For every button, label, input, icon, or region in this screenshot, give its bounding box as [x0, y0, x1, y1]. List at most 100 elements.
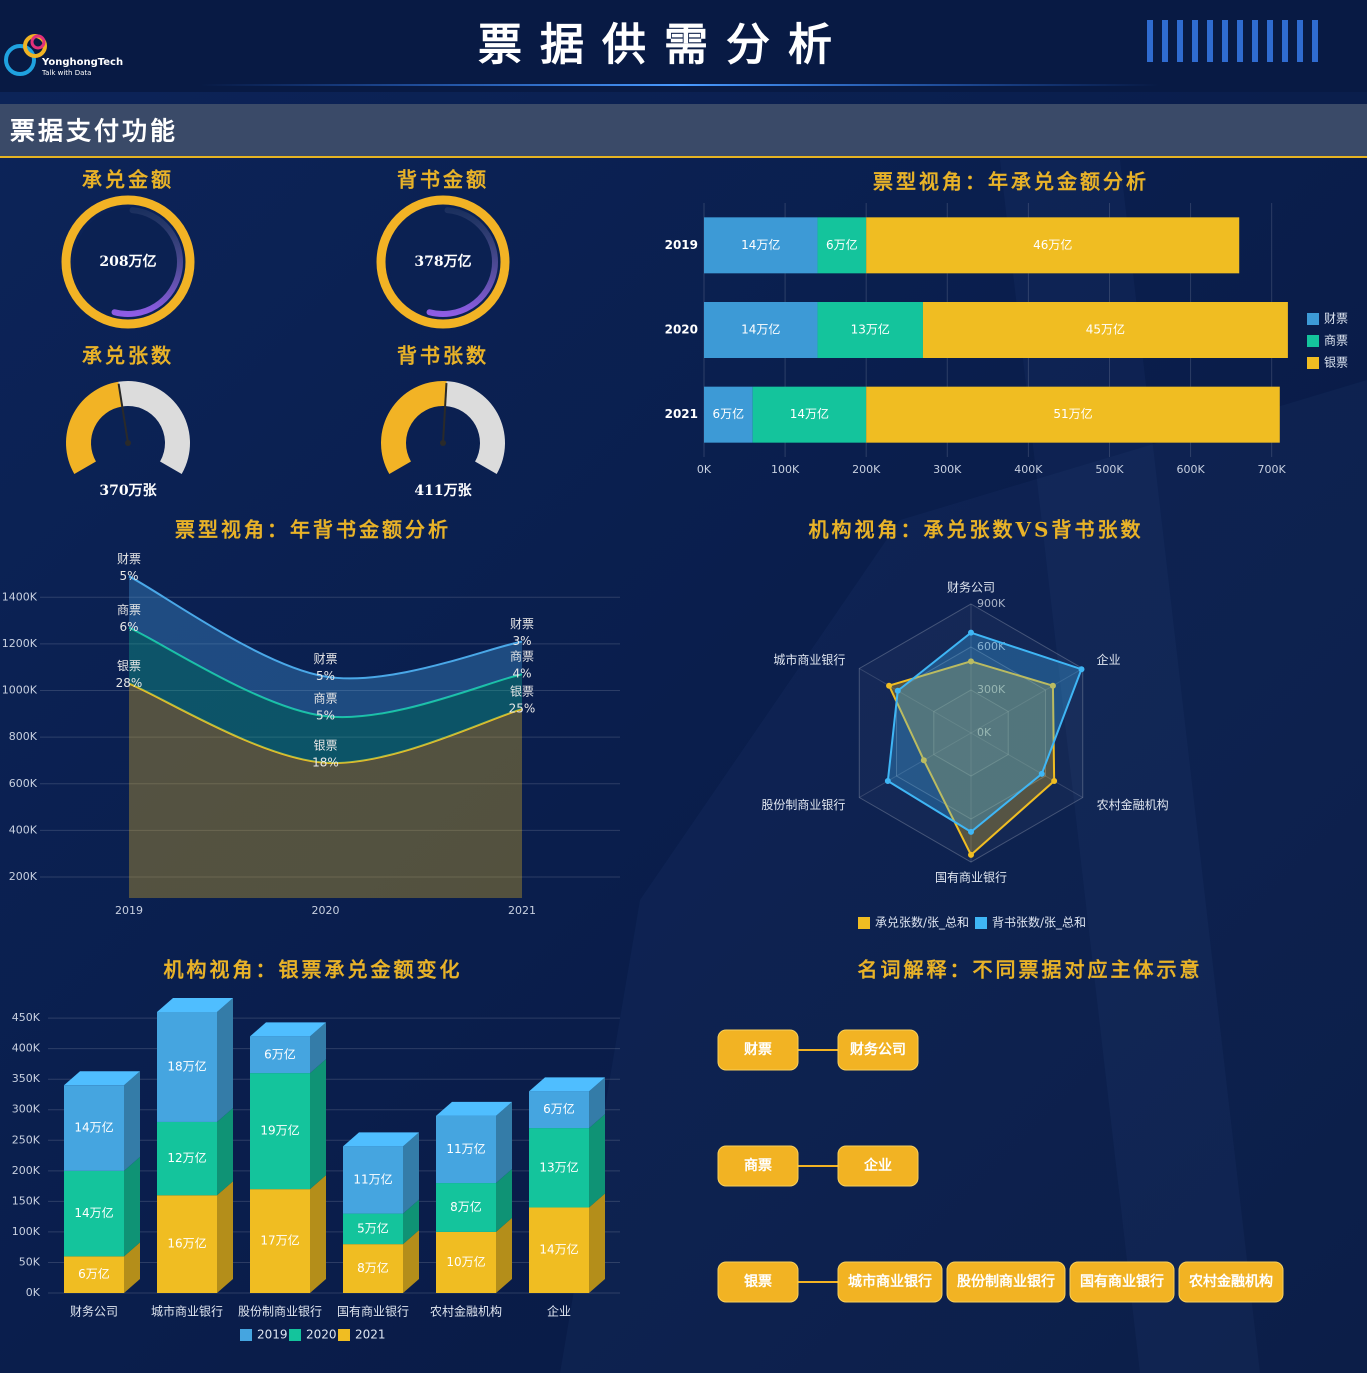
bar-label: 13万亿 — [851, 322, 890, 337]
kpi-ring — [61, 195, 195, 329]
header-bar — [1267, 20, 1273, 62]
y-tick-label: 300K — [12, 1103, 41, 1116]
logo: YonghongTech — [41, 57, 123, 68]
bar-side — [589, 1193, 605, 1293]
bar — [529, 1193, 605, 1293]
x-tick-label: 200K — [852, 463, 881, 476]
bar-front — [250, 1189, 310, 1293]
bar — [64, 1156, 140, 1257]
legend-swatch — [1307, 335, 1319, 347]
bar-label: 8万亿 — [357, 1260, 389, 1275]
legend-swatch — [338, 1329, 350, 1341]
y-tick-label: 400K — [9, 823, 38, 836]
y-tick-label: 600K — [9, 777, 38, 790]
y-tick-label: 100K — [12, 1225, 41, 1238]
y-tick-label: 0K — [26, 1286, 41, 1299]
header-bar — [1192, 20, 1198, 62]
share-label: 6% — [119, 620, 138, 634]
bar-label: 6万亿 — [543, 1101, 575, 1116]
header-bar — [1222, 20, 1228, 62]
area-fill — [129, 683, 522, 898]
page-title: 票据供需分析 — [478, 20, 850, 71]
entity-box — [1069, 1261, 1175, 1303]
y-tick-label: 400K — [12, 1042, 41, 1055]
legend-label: 商票 — [1324, 333, 1348, 348]
header-decor — [1147, 20, 1318, 62]
bar-side — [589, 1077, 605, 1129]
gauge-rest — [445, 381, 505, 474]
bar-side — [403, 1230, 419, 1293]
entity: 企业 — [863, 1157, 892, 1174]
bar-front — [64, 1256, 124, 1293]
bar-front — [529, 1128, 589, 1208]
legend-swatch — [858, 917, 870, 929]
bar-side — [217, 998, 233, 1122]
share-label: 3% — [512, 634, 531, 648]
header-bar — [1177, 20, 1183, 62]
section-title: 票据支付功能 — [10, 117, 178, 146]
bar — [529, 1077, 605, 1129]
bar-top — [436, 1101, 512, 1116]
bar — [343, 1132, 419, 1214]
grid-ring — [933, 689, 1009, 777]
entity-box — [837, 1145, 919, 1187]
bar — [64, 1071, 140, 1171]
entity-box — [837, 1029, 919, 1071]
bar — [157, 998, 233, 1122]
gauge-needle — [117, 383, 129, 444]
entity: 农村金融机构 — [1188, 1273, 1273, 1290]
bar-front — [157, 1195, 217, 1293]
chart-title: 票型视角：年承兑金额分析 — [873, 170, 1149, 194]
bar — [866, 386, 1280, 443]
chart-title: 机构视角：银票承兑金额变化 — [164, 958, 463, 982]
legend-label: 背书张数/张_总和 — [992, 915, 1086, 930]
radar-point — [920, 757, 927, 764]
axis-label: 企业 — [1097, 652, 1121, 667]
bar-label: 17万亿 — [260, 1233, 299, 1248]
share-label: 5% — [316, 669, 335, 683]
bar-label: 12万亿 — [167, 1150, 206, 1165]
legend-swatch — [289, 1329, 301, 1341]
bar-side — [217, 1107, 233, 1196]
gauge-needle — [442, 383, 448, 444]
spoke — [970, 668, 1083, 734]
area-fill — [129, 627, 522, 764]
header-bar — [1312, 20, 1318, 62]
bar — [157, 1107, 233, 1196]
header-bar — [1147, 20, 1153, 62]
bar — [436, 1101, 512, 1184]
bar-front — [343, 1244, 403, 1293]
legend-swatch — [240, 1329, 252, 1341]
x-tick-label: 500K — [1095, 463, 1124, 476]
bar-side — [124, 1156, 140, 1257]
radar-point — [894, 687, 901, 694]
bar-front — [343, 1213, 403, 1245]
kpi-title: 承兑金额 — [82, 168, 174, 192]
bar-label: 14万亿 — [741, 322, 780, 337]
axis-label: 城市商业银行 — [773, 652, 845, 667]
bar-side — [310, 1175, 326, 1293]
x-tick-label: 2019 — [115, 904, 143, 917]
bar-side — [403, 1199, 419, 1245]
y-tick-label: 450K — [12, 1011, 41, 1024]
bar-top — [250, 1022, 326, 1037]
gauge-value: 370万张 — [99, 483, 157, 499]
logo-ring — [4, 44, 36, 76]
radar-point — [1049, 682, 1056, 689]
entity: 财务公司 — [849, 1041, 906, 1058]
bar — [64, 1242, 140, 1293]
bar-label: 46万亿 — [1033, 237, 1072, 252]
legend-swatch — [975, 917, 987, 929]
series-label: 商票 — [117, 602, 141, 617]
header-bar — [1297, 20, 1303, 62]
x-tick-label: 300K — [933, 463, 962, 476]
bar-label: 16万亿 — [167, 1236, 206, 1251]
bg-decor — [1000, 160, 1260, 1373]
bar-front — [529, 1091, 589, 1129]
bar — [529, 1114, 605, 1208]
legend-label: 2020 — [306, 1328, 337, 1342]
share-label: 5% — [119, 569, 138, 583]
bar-label: 6万亿 — [826, 237, 858, 252]
series-label: 银票 — [313, 738, 337, 752]
